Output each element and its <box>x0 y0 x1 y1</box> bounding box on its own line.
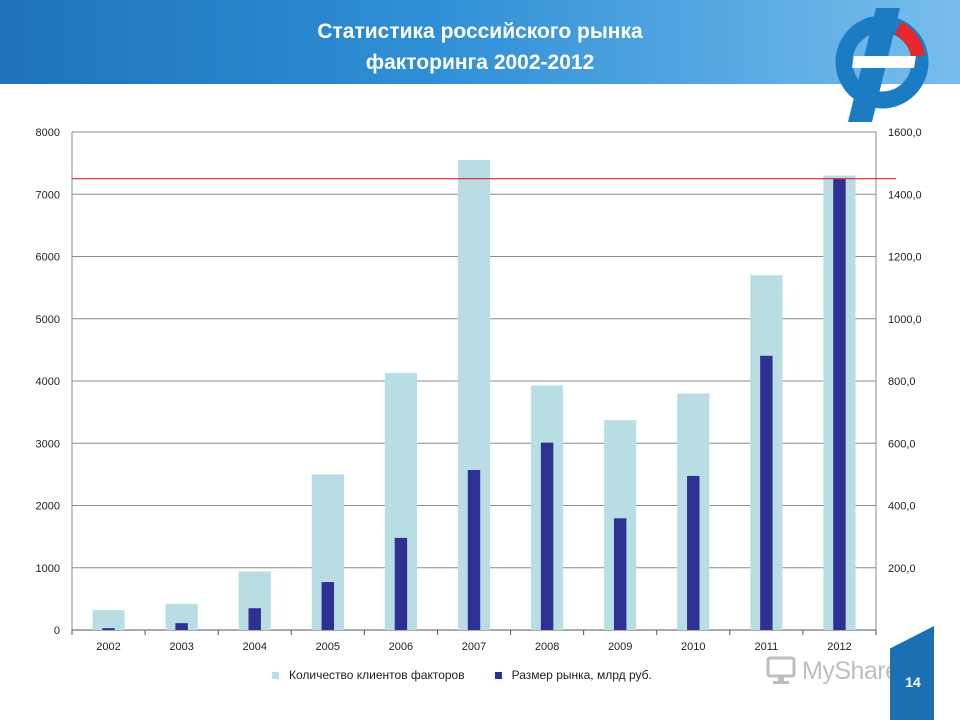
logo-inner-bar <box>852 56 916 68</box>
legend-swatch-market <box>494 671 502 679</box>
right-axis: 200,0 400,0 600,0 800,0 1000,0 1200,0 1400,0 16… <box>888 127 922 575</box>
title-line-1: Статистика российского рынка <box>317 20 643 43</box>
market-bar <box>394 537 408 630</box>
legend-label-market: Размер рынка, млрд руб. <box>511 668 652 682</box>
page-number: 14 <box>905 674 921 690</box>
left-axis: 0 1000 2000 3000 4000 5000 6000 7000 8000 <box>36 127 60 637</box>
market-bar <box>833 178 846 630</box>
right-tick-label: 1000,0 <box>888 314 922 326</box>
chart-legend: Количество клиентов факторов Размер рынк… <box>272 666 682 684</box>
x-tick-label: 2012 <box>827 641 851 653</box>
company-logo <box>835 8 929 122</box>
left-tick-label: 4000 <box>36 376 60 388</box>
left-tick-label: 2000 <box>36 501 60 513</box>
x-tick-label: 2010 <box>681 641 705 653</box>
market-bar <box>248 608 261 630</box>
market-bar <box>321 582 335 630</box>
left-tick-label: 1000 <box>36 563 60 575</box>
x-tick-label: 2003 <box>169 641 193 653</box>
market-bars <box>102 178 846 630</box>
x-tick-label: 2004 <box>242 641 266 653</box>
right-tick-label: 600,0 <box>888 438 916 450</box>
legend-item-clients: Количество клиентов факторов <box>272 668 465 682</box>
x-tick-label: 2007 <box>462 641 486 653</box>
page-title: Статистика российского рынка факторинга … <box>190 16 770 78</box>
right-tick-label: 800,0 <box>888 376 916 388</box>
right-tick-label: 1200,0 <box>888 252 922 264</box>
market-bar <box>540 442 554 630</box>
right-tick-label: 400,0 <box>888 501 916 513</box>
market-bar <box>760 355 773 630</box>
clients-bar <box>92 610 125 630</box>
market-bar <box>467 470 481 630</box>
market-bar <box>102 628 115 630</box>
left-tick-label: 7000 <box>36 189 60 201</box>
x-tick-label: 2008 <box>535 641 559 653</box>
legend-swatch-clients <box>272 671 279 679</box>
x-tick-label: 2002 <box>96 641 120 653</box>
header-banner <box>0 0 960 84</box>
market-bar <box>175 623 188 630</box>
market-bar <box>613 518 627 630</box>
right-tick-label: 1400,0 <box>888 189 922 201</box>
left-tick-label: 3000 <box>36 438 60 450</box>
legend-item-market: Размер рынка, млрд руб. <box>494 668 652 682</box>
right-tick-label: 200,0 <box>888 563 916 575</box>
x-tick-label: 2005 <box>316 641 340 653</box>
left-tick-label: 8000 <box>36 127 60 139</box>
monitor-icon <box>766 656 796 684</box>
x-axis: 2002 2003 2004 2005 2006 2007 2008 2009 2010 2011… <box>71 630 877 653</box>
left-tick-label: 5000 <box>36 314 60 326</box>
logo-red-arc <box>894 21 925 58</box>
right-tick-label: 1600,0 <box>888 127 922 139</box>
left-tick-label: 6000 <box>36 252 60 264</box>
legend-label-clients: Количество клиентов факторов <box>289 668 465 682</box>
x-tick-label: 2006 <box>389 641 413 653</box>
x-tick-label: 2011 <box>755 641 779 653</box>
market-bar <box>687 475 700 630</box>
x-tick-label: 2009 <box>608 641 632 653</box>
title-line-2: факторинга 2002-2012 <box>365 51 595 74</box>
left-tick-label: 0 <box>54 625 60 637</box>
